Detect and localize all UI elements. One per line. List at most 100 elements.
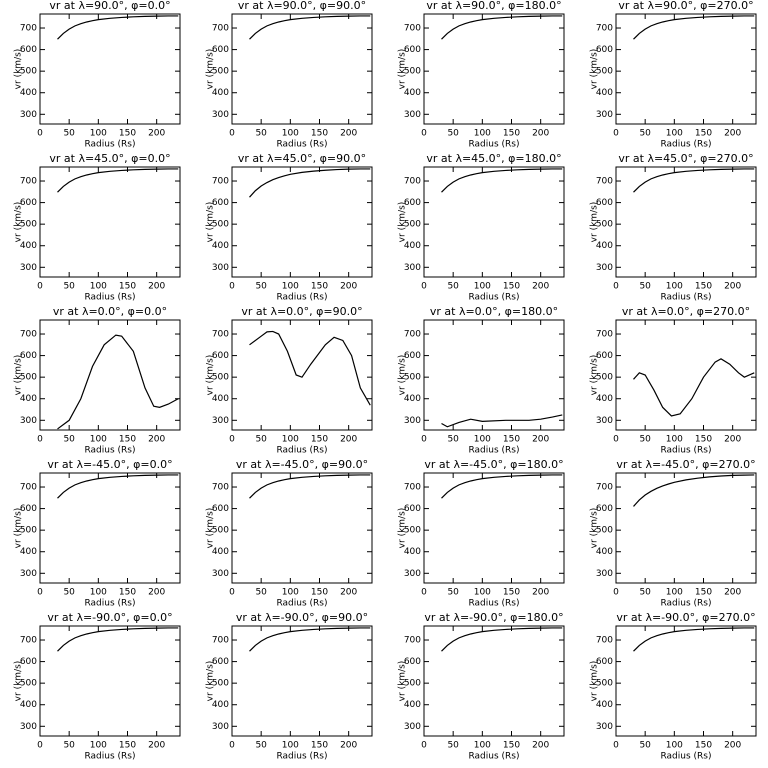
y-tick-label: 700 <box>404 483 421 493</box>
panel-title: vr at λ=-90.0°, φ=90.0° <box>236 611 368 624</box>
y-axis-label: vr (km/s) <box>14 355 24 396</box>
data-line <box>441 627 563 652</box>
y-tick-label: 400 <box>20 88 37 98</box>
y-tick-label: 700 <box>212 636 229 646</box>
plot-frame <box>231 319 373 431</box>
y-tick-label: 600 <box>212 198 229 208</box>
y-tick-label: 400 <box>404 394 421 404</box>
x-tick-label: 100 <box>282 741 299 751</box>
y-tick-label: 500 <box>596 679 613 689</box>
x-tick-label: 200 <box>724 282 741 292</box>
y-axis-label: vr (km/s) <box>206 49 216 90</box>
y-tick-label: 500 <box>20 373 37 383</box>
y-axis-label: vr (km/s) <box>398 661 408 702</box>
y-axis-label: vr (km/s) <box>398 49 408 90</box>
x-tick-label: 0 <box>421 588 427 598</box>
panel-title: vr at λ=-45.0°, φ=0.0° <box>47 458 172 471</box>
x-axis-label: Radius (Rs) <box>84 140 135 150</box>
x-tick-label: 0 <box>613 435 619 445</box>
y-tick-label: 500 <box>596 220 613 230</box>
x-tick-label: 200 <box>148 741 165 751</box>
y-axis-label: vr (km/s) <box>206 202 216 243</box>
y-tick-label: 400 <box>20 394 37 404</box>
y-tick-label: 400 <box>404 88 421 98</box>
y-tick-label: 400 <box>212 394 229 404</box>
x-tick-label: 200 <box>148 435 165 445</box>
y-axis-label: vr (km/s) <box>590 202 600 243</box>
x-tick-label: 100 <box>474 282 491 292</box>
y-axis-label: vr (km/s) <box>14 661 24 702</box>
y-tick-label: 700 <box>596 24 613 34</box>
y-tick-label: 300 <box>404 416 421 426</box>
panel-title: vr at λ=0.0°, φ=90.0° <box>241 305 362 318</box>
y-tick-label: 700 <box>212 483 229 493</box>
x-tick-label: 200 <box>532 588 549 598</box>
x-tick-label: 50 <box>255 129 267 139</box>
x-tick-label: 0 <box>229 588 235 598</box>
y-tick-label: 700 <box>20 24 37 34</box>
y-axis-label: vr (km/s) <box>590 661 600 702</box>
data-line <box>249 330 371 406</box>
data-line <box>57 168 179 193</box>
y-tick-label: 300 <box>596 569 613 579</box>
plot-frame <box>423 166 565 278</box>
x-tick-label: 200 <box>724 588 741 598</box>
y-tick-label: 600 <box>20 504 37 514</box>
data-line <box>57 474 179 499</box>
y-axis-label: vr (km/s) <box>206 661 216 702</box>
x-tick-label: 150 <box>119 435 136 445</box>
panel-title: vr at λ=45.0°, φ=90.0° <box>238 152 366 165</box>
data-line <box>633 474 755 507</box>
y-tick-label: 300 <box>404 722 421 732</box>
y-tick-label: 400 <box>20 700 37 710</box>
x-tick-label: 50 <box>63 282 75 292</box>
data-line <box>441 168 563 193</box>
x-axis-label: Radius (Rs) <box>468 140 519 150</box>
y-tick-label: 500 <box>212 373 229 383</box>
y-tick-label: 600 <box>404 504 421 514</box>
plot-frame <box>39 13 181 125</box>
x-tick-label: 150 <box>503 129 520 139</box>
y-tick-label: 300 <box>212 416 229 426</box>
y-tick-label: 300 <box>596 416 613 426</box>
data-line <box>57 334 179 430</box>
x-tick-label: 50 <box>447 435 459 445</box>
x-axis-label: Radius (Rs) <box>276 446 327 456</box>
x-axis-label: Radius (Rs) <box>84 293 135 303</box>
x-tick-label: 200 <box>532 282 549 292</box>
x-tick-label: 50 <box>447 282 459 292</box>
y-axis-label: vr (km/s) <box>206 508 216 549</box>
y-tick-label: 600 <box>212 657 229 667</box>
y-tick-label: 500 <box>596 373 613 383</box>
panel-title: vr at λ=90.0°, φ=90.0° <box>238 0 366 12</box>
y-tick-label: 500 <box>404 373 421 383</box>
x-tick-label: 150 <box>119 588 136 598</box>
x-tick-label: 100 <box>90 741 107 751</box>
x-tick-label: 0 <box>421 741 427 751</box>
y-tick-label: 400 <box>596 88 613 98</box>
y-tick-label: 700 <box>404 330 421 340</box>
x-tick-label: 100 <box>474 435 491 445</box>
y-tick-label: 700 <box>20 330 37 340</box>
y-tick-label: 500 <box>404 679 421 689</box>
plot-frame <box>231 13 373 125</box>
x-tick-label: 100 <box>666 435 683 445</box>
y-tick-label: 500 <box>596 67 613 77</box>
x-tick-label: 200 <box>340 282 357 292</box>
x-axis-label: Radius (Rs) <box>660 293 711 303</box>
y-tick-label: 300 <box>404 263 421 273</box>
x-tick-label: 200 <box>340 129 357 139</box>
y-tick-label: 400 <box>596 241 613 251</box>
plot-frame <box>231 166 373 278</box>
y-tick-label: 400 <box>404 700 421 710</box>
data-line <box>57 627 179 652</box>
x-tick-label: 150 <box>119 282 136 292</box>
y-tick-label: 500 <box>596 526 613 536</box>
y-tick-label: 700 <box>20 636 37 646</box>
x-axis-label: Radius (Rs) <box>276 599 327 609</box>
y-tick-label: 600 <box>404 198 421 208</box>
x-tick-label: 0 <box>37 588 43 598</box>
x-axis-label: Radius (Rs) <box>276 140 327 150</box>
x-tick-label: 150 <box>695 588 712 598</box>
